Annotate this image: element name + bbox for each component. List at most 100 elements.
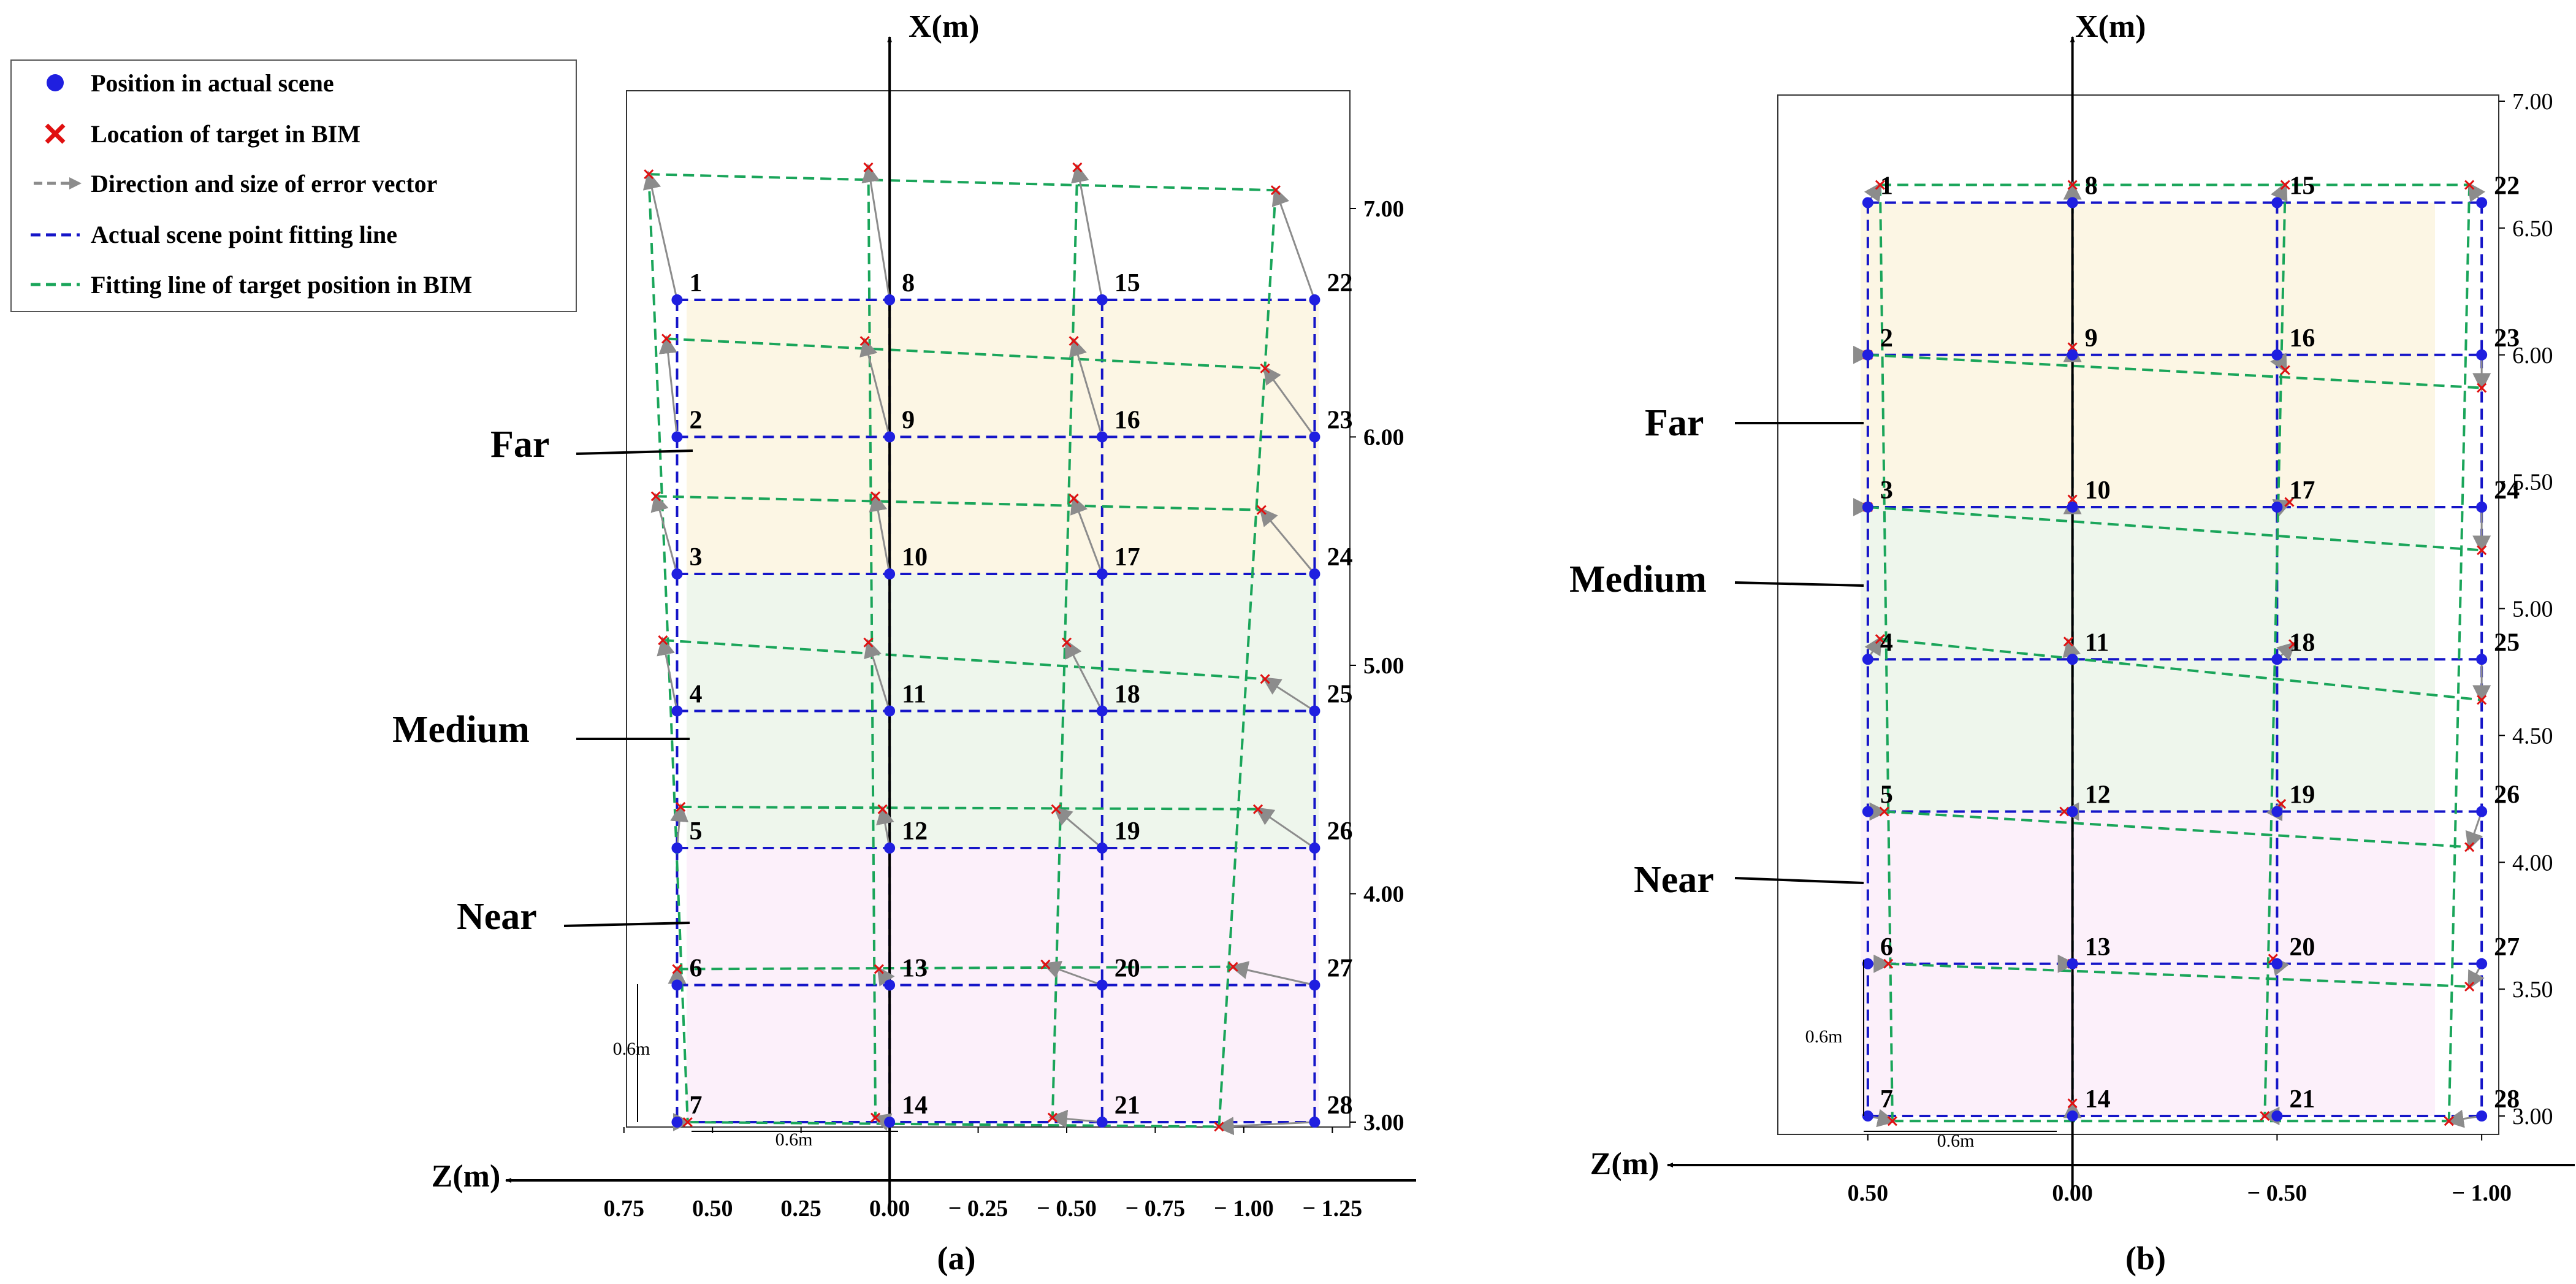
x-tick-label: − 0.50 <box>1037 1196 1097 1221</box>
bim-target-marker <box>874 964 884 974</box>
actual-point <box>1309 568 1320 579</box>
actual-point <box>1862 806 1873 817</box>
bim-target-marker <box>2059 806 2070 817</box>
error-vector-arrow <box>1259 507 1316 575</box>
actual-point <box>2476 349 2488 361</box>
point-id-label: 26 <box>1327 817 1352 846</box>
actual-point <box>2271 502 2283 513</box>
bim-fit-row-line <box>663 639 1265 681</box>
bim-target-marker <box>682 1117 693 1128</box>
zone-label-near: Near <box>1634 859 1714 901</box>
actual-point <box>2271 197 2283 208</box>
bim-target-marker <box>2067 494 2078 505</box>
panel-a: X(m) Z(m) 0.75 0.50 0.25 0.00 − 0.25 − 0.50 − 0.… <box>392 9 1416 1277</box>
bim-target-marker <box>2464 180 2475 190</box>
bim-target-marker <box>2477 383 2487 393</box>
bim-cross-stroke <box>859 335 870 346</box>
y-axis-label: X(m) <box>909 9 980 44</box>
actual-point <box>1309 431 1320 443</box>
zone-label-medium: Medium <box>1569 559 1707 600</box>
error-vector-arrow <box>657 636 678 711</box>
point-id-label: 8 <box>2085 172 2098 201</box>
point-id-label: 13 <box>2085 933 2111 961</box>
error-vector-arrow <box>1255 807 1316 849</box>
actual-point <box>2476 958 2488 969</box>
point-id-label: 17 <box>2289 476 2315 505</box>
bim-cross-stroke <box>863 162 874 173</box>
actual-point <box>1862 958 1873 969</box>
actual-point <box>1309 1117 1320 1128</box>
bim-target-marker <box>2067 180 2078 190</box>
point-id-label: 14 <box>902 1091 928 1120</box>
legend-gray-arrow-icon <box>34 177 82 189</box>
point-id-label: 23 <box>2494 324 2520 353</box>
bim-fit-row-line <box>649 173 1276 192</box>
bim-cross-stroke <box>2280 180 2290 190</box>
actual-point <box>884 431 896 443</box>
bim-fit-col-line <box>2263 185 2287 1117</box>
actual-point <box>2067 958 2078 969</box>
bim-cross-stroke <box>2464 180 2475 190</box>
actual-point <box>1309 843 1320 854</box>
dimension-label-horizontal: 0.6m <box>1937 1131 1975 1151</box>
bim-cross-stroke <box>2280 365 2290 375</box>
bim-cross-stroke <box>1051 804 1061 814</box>
bim-cross-stroke <box>1260 363 1270 373</box>
bim-cross-stroke <box>2477 545 2487 556</box>
actual-point <box>884 294 896 305</box>
bim-cross-stroke <box>1040 959 1051 970</box>
x-tick-label: 0.50 <box>1848 1180 1889 1206</box>
bim-cross-stroke <box>2477 383 2487 393</box>
bim-target-marker <box>863 162 874 173</box>
bim-cross-stroke <box>2063 636 2074 647</box>
point-id-label: 20 <box>1115 955 1140 983</box>
point-id-label: 19 <box>1115 817 1140 846</box>
y-tick-label: 6.00 <box>1363 425 1404 451</box>
actual-point <box>1096 431 1108 443</box>
actual-point <box>2067 502 2078 513</box>
bim-cross-stroke <box>2284 497 2295 507</box>
bim-cross-stroke <box>1061 637 1072 648</box>
y-tick-label: 3.50 <box>2512 977 2553 1003</box>
legend-label-actual-line: Actual scene point fitting line <box>91 221 397 248</box>
actual-point <box>2476 1110 2488 1122</box>
bim-target-marker <box>1072 162 1083 173</box>
error-vector-arrow <box>876 805 894 849</box>
x-tick-label: − 1.00 <box>1214 1196 1274 1221</box>
point-id-label: 2 <box>1880 324 1893 353</box>
bim-cross-stroke <box>1887 1116 1897 1126</box>
point-id-label: 9 <box>902 407 915 435</box>
actual-point <box>1096 843 1108 854</box>
actual-point <box>1096 294 1108 305</box>
bim-cross-stroke <box>2260 1110 2270 1122</box>
bim-cross-stroke <box>2477 695 2487 705</box>
bim-target-marker <box>658 635 668 646</box>
error-vector-arrow <box>1053 806 1103 849</box>
legend-label-error: Direction and size of error vector <box>91 170 437 197</box>
point-id-label: 12 <box>902 817 928 846</box>
actual-point <box>2067 654 2078 665</box>
bim-target-marker <box>2280 180 2290 190</box>
x-tick-label: 0.00 <box>869 1196 910 1221</box>
panel-label: (b) <box>2125 1240 2166 1277</box>
bim-cross-stroke <box>1256 505 1267 515</box>
actual-point <box>1862 1110 1873 1122</box>
bim-cross-stroke <box>863 637 874 648</box>
bim-cross-stroke <box>1069 494 1079 504</box>
bim-cross-stroke <box>874 964 884 974</box>
point-id-label: 20 <box>2289 933 2315 961</box>
y-tick-label: 5.50 <box>2512 470 2553 495</box>
bim-target-marker <box>672 964 682 974</box>
y-tick-label: 7.00 <box>2512 89 2553 115</box>
point-id-label: 2 <box>689 407 702 435</box>
bim-cross-stroke <box>2067 342 2078 353</box>
error-vector-arrow <box>1069 337 1103 437</box>
bim-cross-stroke <box>1883 958 1894 969</box>
bim-fit-row-line <box>666 337 1265 370</box>
bim-cross-stroke <box>1875 634 1885 644</box>
bim-target-marker <box>2477 695 2487 705</box>
error-vector-arrow <box>1065 639 1103 712</box>
bim-target-marker <box>1214 1122 1224 1132</box>
bim-target-marker <box>2260 1110 2270 1122</box>
